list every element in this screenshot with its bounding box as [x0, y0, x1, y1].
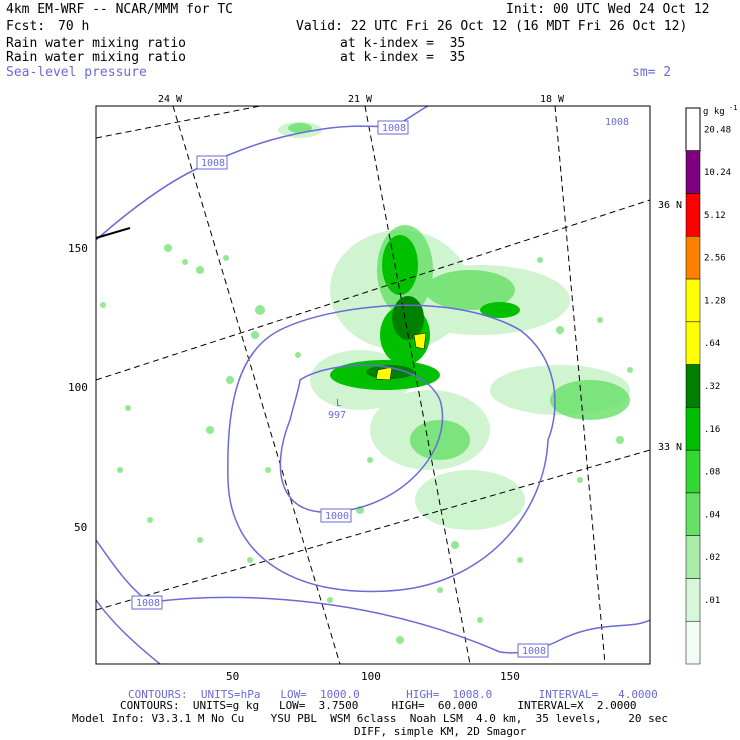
- colorbar-swatch: [685, 321, 701, 365]
- forecast-hour: 70 h: [58, 19, 90, 34]
- colorbar-label: .32: [704, 382, 720, 392]
- x-tick: 50: [226, 670, 239, 683]
- contour-label: 1008: [522, 646, 546, 657]
- colorbar-swatch: [685, 407, 701, 451]
- y-tick: 50: [74, 521, 87, 534]
- map-frame: [95, 105, 651, 665]
- low-marker: L: [336, 398, 342, 409]
- colorbar-swatches: [685, 107, 701, 665]
- colorbar-swatch: [685, 278, 701, 323]
- rain-light-band: [278, 122, 630, 530]
- colorbar-swatch: [685, 492, 701, 536]
- smoothing-label: sm= 2: [632, 65, 672, 80]
- x-tick: 150: [500, 670, 520, 683]
- lat-label: 36 N: [658, 200, 682, 211]
- init-time: Init: 00 UTC Wed 24 Oct 12: [506, 2, 710, 17]
- colorbar-label: 5.12: [704, 211, 726, 221]
- contour-label: 1008: [605, 117, 629, 128]
- field-name-3: Sea-level pressure: [6, 65, 147, 80]
- colorbar-label: .64: [704, 339, 720, 349]
- diffusion-info: DIFF, simple KM, 2D Smagor: [354, 725, 527, 738]
- model-info: Model Info: V3.3.1 M No Cu YSU PBL WSM 6…: [72, 712, 669, 725]
- contour-label: 997: [328, 410, 346, 421]
- field-name-2: Rain water mixing ratio: [6, 50, 187, 65]
- model-title: 4km EM-WRF -- NCAR/MMM for TC: [6, 2, 233, 17]
- lon-label: 21 W: [348, 94, 373, 105]
- contour-label: 1008: [201, 158, 225, 169]
- field-level-1: at k-index = 35: [340, 36, 466, 51]
- colorbar-swatch: [685, 449, 701, 494]
- contour-label: 1000: [325, 511, 349, 522]
- contour-labels: 1008 1008 1008 1008 1008 1000 997: [131, 117, 629, 658]
- contour-info-slp: CONTOURS: UNITS=hPa LOW= 1000.0 HIGH= 10…: [128, 688, 658, 701]
- colorbar-label: .04: [704, 510, 720, 520]
- field-name-1: Rain water mixing ratio: [6, 36, 187, 51]
- contour-info-rain: CONTOURS: UNITS=g kg LOW= 3.7500 HIGH= 6…: [120, 699, 637, 712]
- colorbar-swatch: [685, 150, 701, 194]
- colorbar-swatch: [685, 107, 701, 152]
- colorbar-label: 10.24: [704, 168, 731, 178]
- colorbar-label: .16: [704, 425, 720, 435]
- colorbar-swatch: [685, 578, 701, 622]
- colorbar-label: .02: [704, 553, 720, 563]
- colorbar-labels: 20.48 10.24 5.12 2.56 1.28 .64 .32 .16 .08 .04 .02…: [704, 125, 731, 605]
- valid-time: Valid: 22 UTC Fri 26 Oct 12 (16 MDT Fri …: [296, 19, 688, 34]
- rain-cells: [100, 244, 633, 644]
- colorbar-swatch: [685, 620, 701, 665]
- latlon-grid: [96, 106, 650, 664]
- y-tick: 100: [68, 381, 88, 394]
- colorbar-swatch: [685, 364, 701, 408]
- contour-label: 1008: [382, 123, 406, 134]
- colorbar-label: 1.28: [704, 296, 726, 306]
- colorbar-label: 2.56: [704, 254, 726, 264]
- colorbar-units: g kg: [703, 107, 725, 117]
- grid-axis-labels: 150 100 50 50 100 150: [68, 242, 520, 683]
- colorbar-label: .08: [704, 468, 720, 478]
- lat-label: 33 N: [658, 442, 682, 453]
- colorbar: 20.48 10.24 5.12 2.56 1.28 .64 .32 .16 .08 .04 .02…: [685, 104, 737, 665]
- rain-shading: [100, 122, 633, 644]
- longitude-labels: 24 W 21 W 18 W: [158, 94, 565, 105]
- field-level-2: at k-index = 35: [340, 50, 466, 65]
- colorbar-swatch: [685, 535, 701, 579]
- lon-label: 24 W: [158, 94, 183, 105]
- colorbar-label: 20.48: [704, 125, 731, 135]
- y-tick: 150: [68, 242, 88, 255]
- forecast-label: Fcst:: [6, 19, 46, 34]
- x-tick: 100: [361, 670, 381, 683]
- rain-maxima: [375, 332, 427, 381]
- lon-label: 18 W: [540, 94, 565, 105]
- colorbar-label: .01: [704, 596, 720, 606]
- colorbar-swatch: [685, 236, 701, 280]
- latitude-labels: 36 N 33 N: [658, 200, 682, 453]
- contour-label: 1008: [136, 598, 160, 609]
- track-mark: [95, 227, 131, 239]
- colorbar-swatch: [685, 193, 701, 237]
- colorbar-units-exp: -1: [729, 104, 737, 112]
